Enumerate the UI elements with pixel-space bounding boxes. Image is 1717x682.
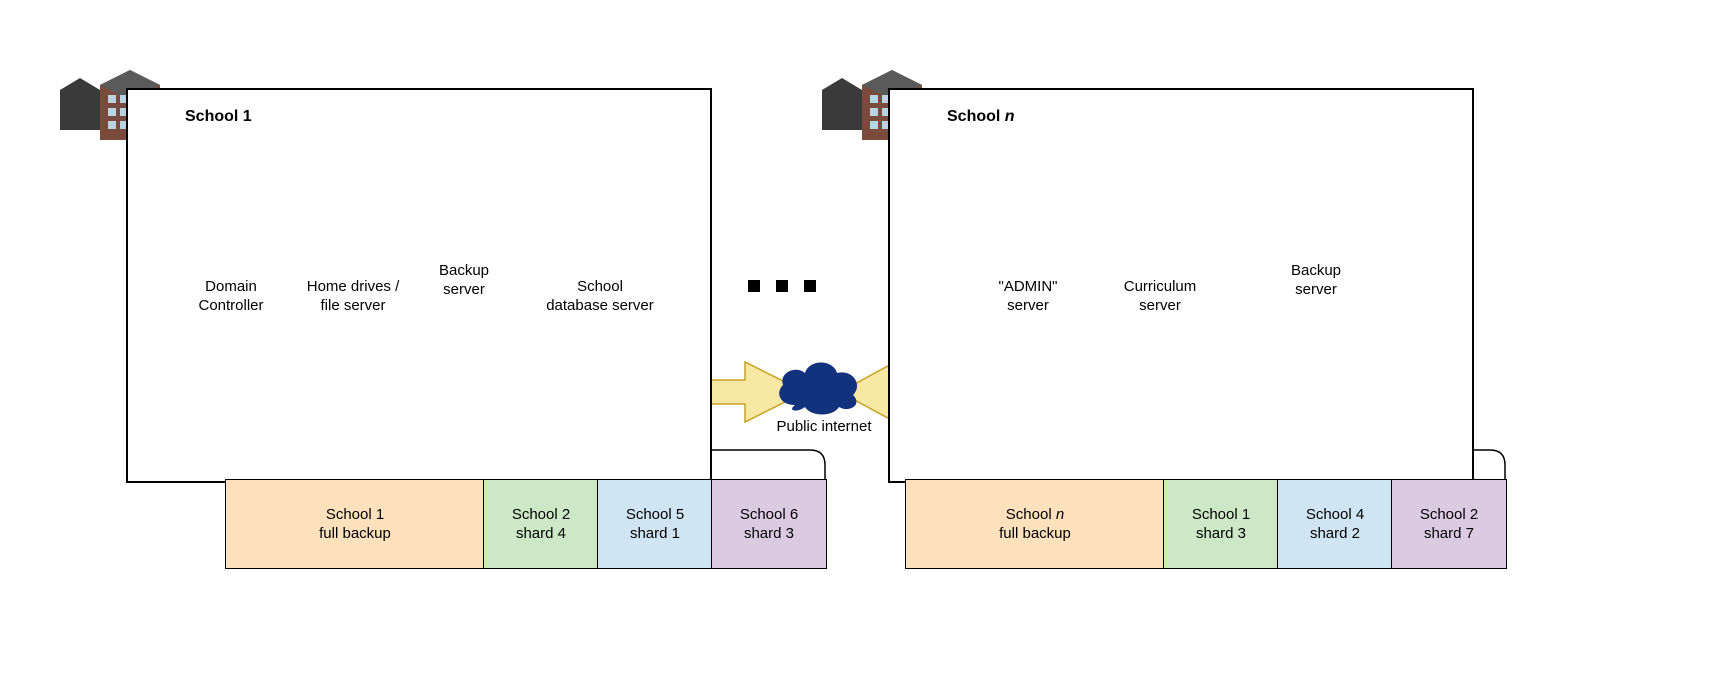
internet-label: Public internet	[764, 418, 884, 437]
school1-title: School 1	[185, 108, 252, 126]
diagram-canvas: School 1 DomainController Home drives /f…	[0, 0, 1717, 682]
shard-cell: School 6shard 3	[711, 479, 827, 569]
label-file: Home drives /file server	[298, 278, 408, 316]
cloud-icon	[779, 363, 857, 415]
shard-cell: School nfull backup	[905, 479, 1165, 569]
shard-cell: School 1full backup	[225, 479, 485, 569]
shard-cell: School 2shard 4	[483, 479, 599, 569]
ellipsis-icon	[748, 280, 816, 292]
label-db: Schooldatabase server	[540, 278, 660, 316]
shard-cell: School 1shard 3	[1163, 479, 1279, 569]
shard-cell: School 4shard 2	[1277, 479, 1393, 569]
shard-cell: School 5shard 1	[597, 479, 713, 569]
schoolN-title: School n	[947, 108, 1015, 126]
shard-cell: School 2shard 7	[1391, 479, 1507, 569]
label-domain: DomainController	[186, 278, 276, 316]
label-backup1: Backupserver	[424, 262, 504, 300]
label-backupN: Backupserver	[1276, 262, 1356, 300]
label-admin: "ADMIN"server	[988, 278, 1068, 316]
label-curriculum: Curriculumserver	[1110, 278, 1210, 316]
